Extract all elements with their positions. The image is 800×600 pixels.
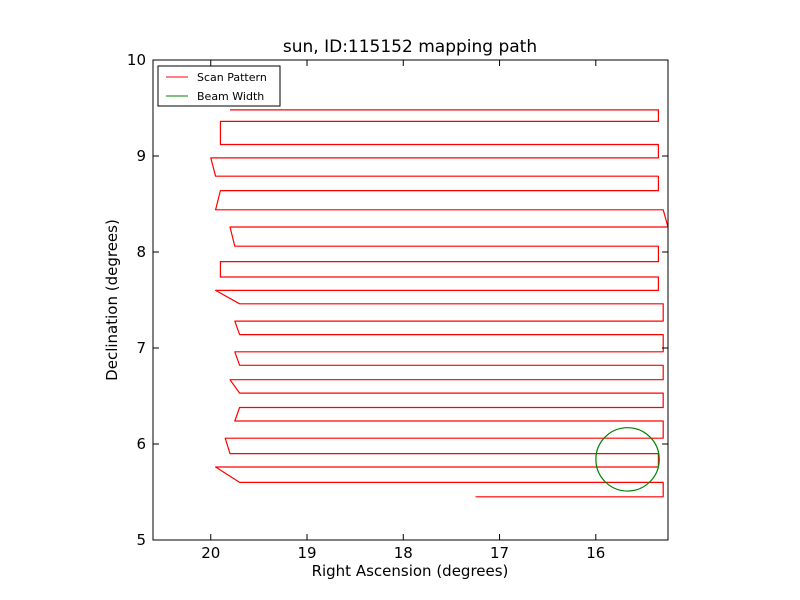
- x-axis-title: Right Ascension (degrees): [312, 562, 509, 580]
- legend-box: [157, 65, 281, 107]
- y-tick-label: 6: [136, 435, 146, 453]
- x-tick-label: 17: [490, 544, 509, 562]
- y-tick-label: 10: [127, 51, 146, 69]
- y-tick-label: 8: [136, 243, 146, 261]
- legend-beam-width-label: Beam Width: [197, 90, 264, 103]
- x-tick-label: 16: [586, 544, 605, 562]
- axes-frame: [152, 59, 669, 541]
- plot-layer: [210, 109, 669, 498]
- y-axis-title: Declination (degrees): [103, 219, 121, 381]
- tick-layer: 20 19 18 17 16 5 6 7 8 9 10: [127, 51, 668, 562]
- legend: Scan Pattern Beam Width: [157, 65, 281, 107]
- beam-width-circle: [595, 427, 660, 492]
- y-tick-label: 7: [136, 339, 146, 357]
- x-tick-label: 20: [201, 544, 220, 562]
- scan-pattern-line: [210, 109, 669, 498]
- legend-scan-pattern-label: Scan Pattern: [197, 71, 267, 84]
- y-tick-label: 9: [136, 147, 146, 165]
- y-tick-label: 5: [136, 531, 146, 549]
- x-tick-label: 18: [394, 544, 413, 562]
- x-tick-label: 19: [297, 544, 316, 562]
- chart-title: sun, ID:115152 mapping path: [283, 37, 537, 57]
